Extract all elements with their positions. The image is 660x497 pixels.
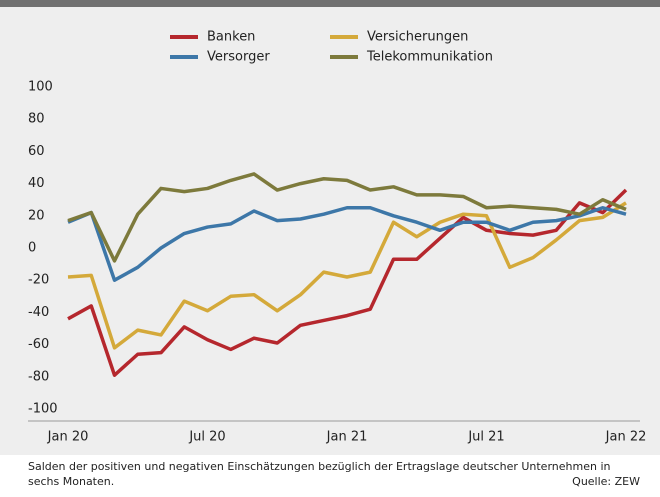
legend-label: Banken [207,30,255,45]
y-tick-label: 40 [28,176,45,191]
top-bar [0,0,660,7]
x-tick-label: Jul 20 [188,430,225,445]
y-tick-label: -80 [28,369,49,384]
y-tick-label: -20 [28,273,49,288]
y-tick-label: 0 [28,241,36,256]
x-tick-label: Jan 20 [47,430,89,445]
y-tick-label: -60 [28,337,49,352]
panel [0,0,660,455]
legend-label: Versorger [207,50,270,65]
y-tick-label: 60 [28,144,45,159]
y-tick-label: -100 [28,402,58,417]
y-tick-label: 100 [28,80,53,95]
x-tick-label: Jul 21 [467,430,504,445]
y-tick-label: 20 [28,208,45,223]
x-tick-label: Jan 22 [605,430,647,445]
line-series [67,188,628,377]
chart: -100 -80 -60 -40 -20 0 20 40 60 80 100 Jan 20 Jul 20… [0,0,660,455]
x-tick-label: Jan 21 [326,430,368,445]
y-tick-label: 80 [28,112,45,127]
legend-label: Telekommunikation [366,50,493,65]
line-series [67,172,627,263]
line-series [67,201,627,350]
legend-label: Versicherungen [367,30,468,45]
y-tick-label: -40 [28,305,49,320]
source: Quelle: ZEW [572,475,640,488]
line-series [67,206,627,282]
footnote: Salden der positiven und negativen Einsc… [28,460,611,488]
